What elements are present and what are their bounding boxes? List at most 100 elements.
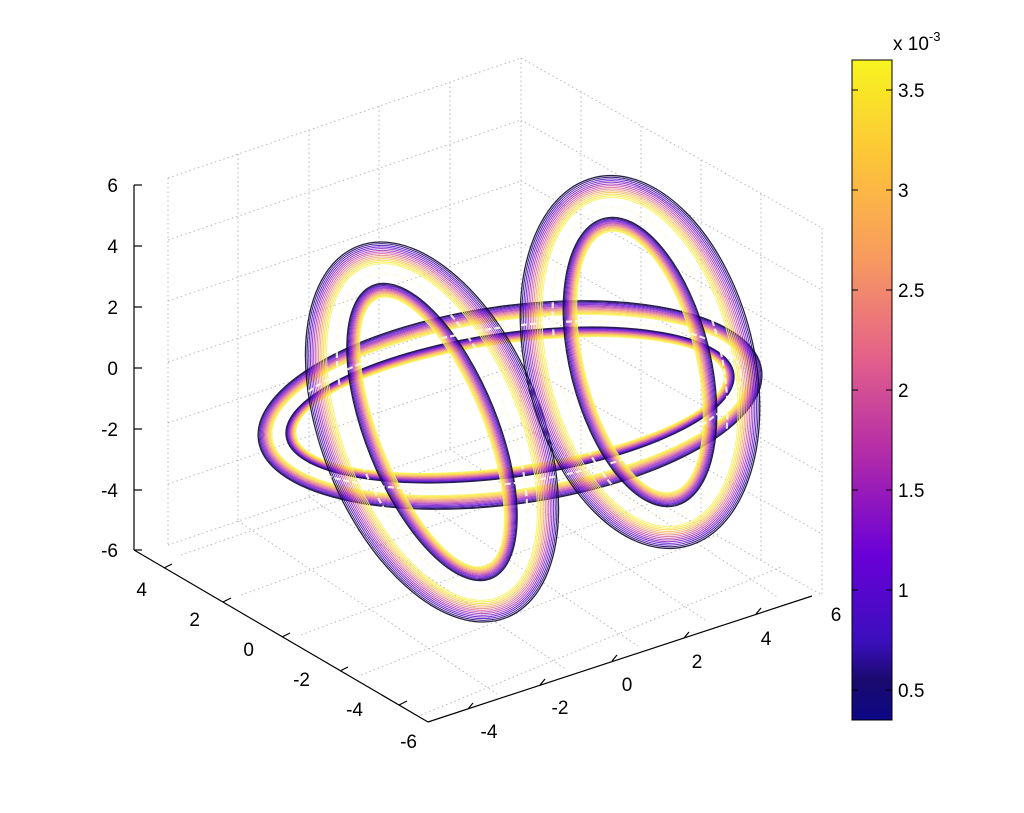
contour-ring bbox=[266, 308, 754, 502]
x-axis-ticks: -4 -2 0 2 4 6 bbox=[467, 605, 842, 743]
x-tick-label: 2 bbox=[692, 652, 703, 673]
contour-ring bbox=[322, 259, 542, 605]
contour-ring bbox=[538, 193, 742, 531]
contour-ring bbox=[529, 185, 751, 539]
contour-ring bbox=[293, 334, 727, 476]
z-tick-label: -2 bbox=[101, 420, 118, 441]
contour-ring bbox=[321, 258, 543, 606]
contour-ring bbox=[358, 295, 506, 569]
contour-ring bbox=[521, 176, 759, 548]
colorbar-exponent: x 10-3 bbox=[893, 29, 940, 55]
z-tick-label: 6 bbox=[107, 176, 118, 197]
contour-ring bbox=[346, 282, 518, 582]
contour-ring bbox=[351, 288, 513, 576]
contour-ring bbox=[313, 249, 551, 615]
contour-ring bbox=[531, 186, 749, 538]
contour-ring bbox=[350, 287, 514, 577]
colorbar-tick-label: 0.5 bbox=[898, 681, 924, 702]
y-tick-label: -2 bbox=[293, 670, 310, 691]
tube-core bbox=[551, 206, 729, 518]
contour-ring bbox=[357, 294, 507, 570]
contour-ring bbox=[568, 223, 712, 501]
contour-ring bbox=[286, 327, 734, 483]
z-tick-label: 2 bbox=[107, 298, 118, 319]
contour-ring bbox=[574, 228, 706, 496]
contour-ring bbox=[528, 183, 752, 541]
contour-ring bbox=[314, 251, 550, 613]
contour-ring bbox=[260, 303, 760, 507]
contour-ring bbox=[269, 311, 751, 499]
z-axis-ticks: 6 4 2 0 -2 -4 -6 bbox=[101, 176, 142, 562]
contour-ring bbox=[565, 220, 715, 504]
contour-ring bbox=[572, 226, 708, 498]
contour-ring bbox=[316, 253, 548, 611]
contour-ring bbox=[573, 227, 707, 497]
contour-ring bbox=[359, 296, 505, 568]
contour-ring bbox=[570, 224, 710, 500]
y-tick-label: -4 bbox=[346, 700, 363, 721]
contour-ring bbox=[308, 244, 556, 620]
colorbar-tick-label: 1 bbox=[898, 581, 909, 602]
contour-ring bbox=[576, 230, 704, 494]
tube-core bbox=[335, 272, 529, 592]
contour-ring bbox=[355, 292, 509, 572]
z-tick-label: -4 bbox=[101, 481, 118, 502]
y-tick-label: 4 bbox=[136, 580, 147, 601]
x-tick-label: -4 bbox=[481, 722, 498, 743]
contour-ring bbox=[285, 326, 735, 484]
contour-ring bbox=[349, 286, 515, 578]
contour-ring bbox=[264, 306, 756, 504]
tube-core bbox=[277, 320, 743, 490]
y-tick-label: 2 bbox=[189, 610, 200, 631]
contour-ring bbox=[571, 225, 709, 499]
contour-ring bbox=[536, 191, 744, 533]
contour-ring bbox=[523, 178, 757, 546]
contour-ring bbox=[562, 216, 718, 508]
y-tick-label: 0 bbox=[243, 640, 254, 661]
colorbar: 3.5 3 2.5 2 1.5 1 0.5 x 10-3 bbox=[851, 29, 940, 721]
z-tick-label: -6 bbox=[101, 541, 118, 562]
contour-surface bbox=[257, 174, 763, 623]
contour-ring bbox=[564, 219, 716, 505]
contour-ring bbox=[259, 302, 761, 508]
contour-ring bbox=[257, 300, 763, 510]
contour-ring bbox=[319, 256, 545, 608]
x-tick-label: 4 bbox=[761, 629, 772, 650]
z-tick-label: 0 bbox=[107, 359, 118, 380]
y-tick-label: -6 bbox=[400, 732, 417, 753]
x-tick-label: 0 bbox=[622, 675, 633, 696]
z-tick-label: 4 bbox=[107, 237, 118, 258]
x-tick-label: -2 bbox=[552, 698, 569, 719]
contour-ring bbox=[324, 261, 540, 603]
contour-ring bbox=[326, 263, 538, 601]
y-axis-ticks: 4 2 0 -2 -4 -6 bbox=[136, 563, 417, 753]
colorbar-tick-label: 1.5 bbox=[898, 481, 924, 502]
contour-ring bbox=[311, 248, 553, 616]
contour-ring bbox=[318, 254, 546, 610]
contour-ring bbox=[534, 190, 746, 534]
colorbar-tick-label: 3.5 bbox=[898, 81, 924, 102]
contour-ring bbox=[524, 180, 756, 544]
x-tick-label: 6 bbox=[831, 605, 842, 626]
contour-ring bbox=[258, 301, 762, 509]
colorbar-tick-label: 3 bbox=[898, 181, 909, 202]
contour-ring bbox=[354, 291, 510, 573]
contour-ring bbox=[352, 289, 512, 575]
contour-ring bbox=[533, 188, 747, 536]
contour-ring bbox=[526, 181, 754, 543]
contour-ring bbox=[356, 293, 508, 571]
contour-ring bbox=[541, 196, 739, 528]
colorbar-tick-label: 2.5 bbox=[898, 281, 924, 302]
contour-ring bbox=[566, 221, 714, 503]
colorbar-gradient bbox=[851, 59, 893, 721]
contour-ring bbox=[563, 217, 717, 507]
contour-ring bbox=[567, 222, 713, 502]
contour-ring bbox=[289, 330, 731, 480]
contour-ring bbox=[304, 241, 560, 623]
contour-ring bbox=[348, 285, 516, 579]
contour-ring bbox=[306, 243, 558, 621]
contour-ring bbox=[539, 195, 741, 529]
contour-ring bbox=[294, 335, 726, 475]
contour-ring bbox=[309, 246, 555, 618]
